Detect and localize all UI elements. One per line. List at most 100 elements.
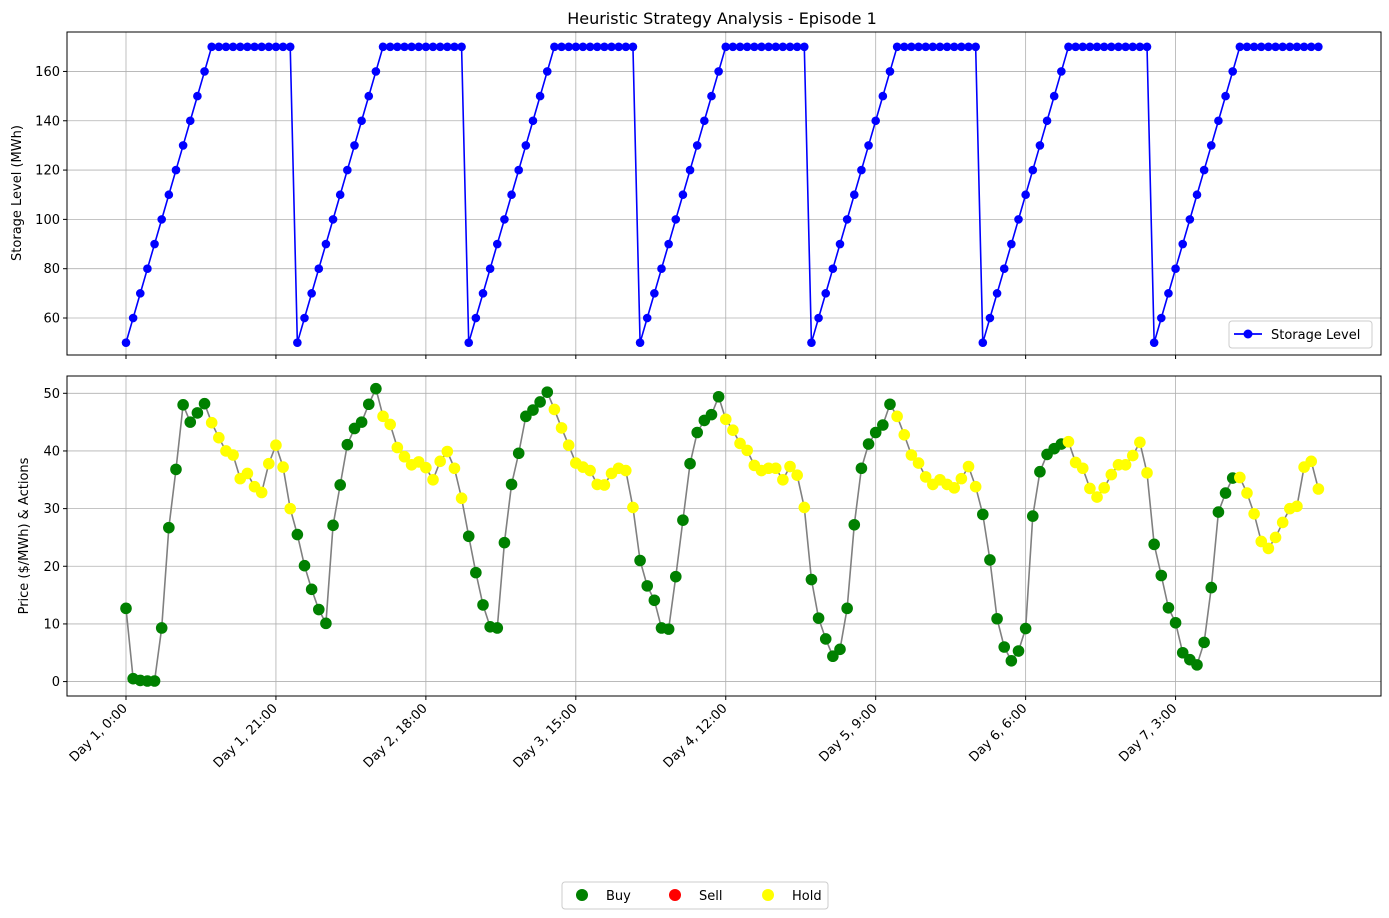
action-point-buy <box>334 479 347 491</box>
storage-point <box>257 42 266 52</box>
legend-buy-marker <box>576 889 588 901</box>
storage-point <box>985 313 995 323</box>
storage-point <box>450 42 459 52</box>
storage-series <box>121 42 1323 347</box>
action-point-hold <box>620 464 632 477</box>
action-point-buy <box>827 650 839 663</box>
action-point-buy <box>305 583 318 596</box>
storage-point <box>1221 91 1230 101</box>
storage-point <box>285 42 295 52</box>
action-point-buy <box>470 566 482 579</box>
storage-point <box>800 42 809 52</box>
action-point-hold <box>919 471 932 483</box>
storage-point <box>635 338 645 347</box>
storage-point <box>878 91 888 101</box>
price-y-tick-label: 50 <box>43 387 60 402</box>
storage-point <box>664 239 673 249</box>
storage-point <box>471 313 481 323</box>
storage-point <box>335 190 345 200</box>
action-point-buy <box>298 559 311 572</box>
storage-point <box>971 42 980 52</box>
legend-hold-marker <box>762 889 774 901</box>
action-point-buy <box>841 602 853 615</box>
storage-legend-marker <box>1243 329 1253 339</box>
storage-legend-label: Storage Level <box>1271 328 1360 343</box>
storage-point <box>899 42 909 52</box>
action-point-buy <box>170 463 182 476</box>
storage-point <box>535 91 545 101</box>
action-point-hold <box>791 469 803 481</box>
storage-point <box>428 42 438 52</box>
storage-point <box>314 264 324 274</box>
action-point-buy <box>355 416 368 428</box>
action-point-hold <box>598 479 611 491</box>
action-point-hold <box>1241 487 1253 499</box>
price-axes-frame <box>66 375 1382 697</box>
legend-sell-marker <box>669 889 681 901</box>
action-point-hold <box>398 450 411 463</box>
storage-point <box>193 91 202 101</box>
legend-sell-label: Sell <box>699 889 722 904</box>
storage-point <box>485 264 495 274</box>
action-point-hold <box>948 482 961 494</box>
action-point-buy <box>327 519 339 532</box>
storage-y-tick-label: 160 <box>35 65 60 80</box>
storage-point <box>999 264 1009 274</box>
action-point-hold <box>912 457 925 469</box>
storage-point <box>1292 42 1302 52</box>
action-point-buy <box>534 396 546 408</box>
storage-point <box>821 289 831 298</box>
storage-point <box>828 264 838 274</box>
action-point-hold <box>205 416 218 429</box>
storage-point <box>835 239 845 249</box>
action-point-buy <box>291 528 304 541</box>
storage-point <box>550 42 559 52</box>
action-point-hold <box>427 473 439 486</box>
action-point-buy <box>977 508 989 521</box>
storage-point <box>742 42 752 52</box>
legend-hold-label: Hold <box>792 889 822 904</box>
action-point-buy <box>1198 636 1210 649</box>
action-point-buy <box>341 438 354 451</box>
storage-point <box>700 116 709 126</box>
action-point-hold <box>448 462 461 475</box>
storage-point <box>842 215 852 224</box>
storage-point <box>250 42 259 52</box>
storage-point <box>1007 239 1016 249</box>
storage-point <box>542 67 552 76</box>
storage-point <box>1142 42 1152 52</box>
storage-point <box>264 42 274 52</box>
storage-point <box>935 42 945 52</box>
storage-point <box>235 42 245 52</box>
action-point-hold <box>1312 483 1325 495</box>
action-point-hold <box>455 492 468 505</box>
storage-point <box>521 141 531 150</box>
storage-point <box>1314 42 1323 52</box>
storage-point <box>1121 42 1130 52</box>
storage-point <box>378 42 388 52</box>
action-point-buy <box>120 602 132 615</box>
storage-point <box>650 289 659 298</box>
storage-point <box>1014 215 1023 224</box>
action-point-buy <box>177 399 189 411</box>
action-point-buy <box>819 633 832 645</box>
action-point-buy <box>998 641 1011 653</box>
action-point-hold <box>284 502 297 515</box>
storage-point <box>1035 141 1045 150</box>
storage-point <box>457 42 466 52</box>
storage-point <box>185 116 195 126</box>
action-point-hold <box>769 462 782 475</box>
action-point-hold <box>1255 535 1268 548</box>
storage-point <box>614 42 623 52</box>
action-point-hold <box>227 449 239 461</box>
action-point-buy <box>320 617 332 630</box>
action-point-buy <box>527 404 539 416</box>
action-point-hold <box>277 461 289 473</box>
action-point-buy <box>812 612 825 624</box>
storage-point <box>557 42 566 52</box>
storage-point <box>514 165 523 175</box>
storage-point <box>1299 42 1309 52</box>
storage-point <box>243 42 252 52</box>
storage-point <box>1199 165 1209 175</box>
